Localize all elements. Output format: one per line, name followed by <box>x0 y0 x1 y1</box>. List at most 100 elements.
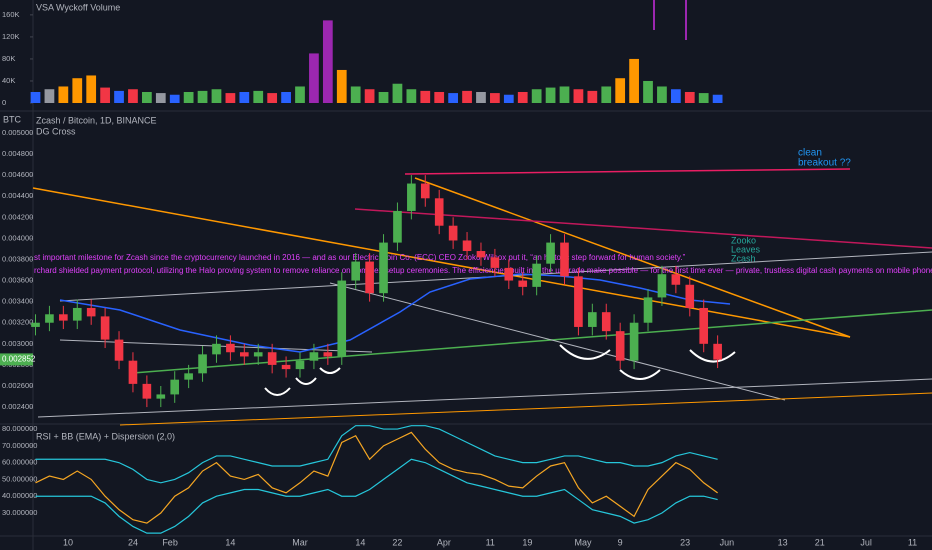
volume-bar <box>448 93 458 104</box>
y-tick-label: 50.000000 <box>2 474 37 483</box>
y-tick-label: 80.000000 <box>2 424 37 433</box>
x-tick-label: Apr <box>437 537 451 547</box>
annotation: Zcash <box>731 253 756 263</box>
x-tick-label: 14 <box>225 537 235 547</box>
volume-bar <box>503 94 514 104</box>
volume-bar <box>155 93 166 104</box>
volume-bar <box>350 86 361 104</box>
trend-line <box>404 168 851 175</box>
price-title: Zcash / Bitcoin, 1D, BINANCE <box>36 115 157 125</box>
candle-body <box>601 312 611 332</box>
volume-bar <box>698 93 709 104</box>
trend-line <box>329 282 786 401</box>
volume-bar <box>434 91 445 104</box>
y-tick-label: 80K <box>2 54 15 63</box>
volume-bar <box>197 90 208 104</box>
candle-body <box>685 284 695 308</box>
y-tick-label: 30.000000 <box>2 508 37 517</box>
x-tick-label: 11 <box>486 537 495 547</box>
candle-body <box>226 343 235 353</box>
candle-body <box>546 242 555 264</box>
volume-bar <box>490 93 500 104</box>
x-tick-label: 19 <box>522 537 532 547</box>
y-tick-label: 70.000000 <box>2 441 37 450</box>
rsi-line <box>35 431 718 524</box>
axis-unit: BTC <box>3 114 22 124</box>
volume-bar <box>239 91 250 104</box>
y-tick-label: 60.000000 <box>2 458 37 467</box>
x-tick-label: Feb <box>162 537 178 547</box>
candle-body <box>128 360 138 384</box>
candle-body <box>629 322 639 361</box>
annotation: Leaves <box>731 244 761 254</box>
volume-bar <box>58 86 69 104</box>
x-tick-label: 22 <box>392 537 402 547</box>
y-tick-label: 0.002400 <box>2 402 33 411</box>
volume-bar <box>406 89 417 104</box>
candle-body <box>72 307 82 321</box>
news-text: st important milestone for Zcash since t… <box>34 253 686 262</box>
price-tag-label: 0.002852 <box>2 355 36 364</box>
trend-line <box>32 187 851 338</box>
y-tick-label: 0.003000 <box>2 339 33 348</box>
x-tick-label: 21 <box>815 537 825 547</box>
candle-body <box>59 314 68 321</box>
candle-body <box>295 360 305 370</box>
x-tick-label: Jun <box>720 537 735 547</box>
candle-body <box>267 352 277 365</box>
candle-body <box>170 379 180 395</box>
price-tag <box>0 353 33 366</box>
y-tick-label: 0.004000 <box>2 233 33 242</box>
volume-bar <box>670 89 681 104</box>
volume-bar <box>169 94 180 104</box>
trend-line <box>414 177 851 338</box>
x-tick-label: Jul <box>860 537 872 547</box>
candle-body <box>393 210 402 243</box>
volume-bar <box>281 91 291 104</box>
volume-bar <box>643 80 653 104</box>
x-tick-label: 13 <box>778 537 788 547</box>
x-tick-label: 11 <box>908 537 917 547</box>
candle-body <box>114 339 124 361</box>
volume-bar <box>267 93 278 104</box>
candle-body <box>31 322 40 327</box>
volume-bar <box>573 89 584 104</box>
volume-bar <box>183 91 194 104</box>
volume-bar <box>322 20 333 104</box>
y-tick-label: 40.000000 <box>2 491 37 500</box>
volume-bar <box>420 90 431 104</box>
y-tick-label: 0 <box>2 98 6 107</box>
volume-bar <box>378 91 389 104</box>
volume-bar <box>295 86 305 104</box>
candle-body <box>699 307 709 344</box>
x-tick-label: 14 <box>355 537 365 547</box>
volume-bar <box>114 90 124 104</box>
candle-body <box>379 242 388 294</box>
candle-body <box>434 198 444 226</box>
candle-body <box>504 267 514 281</box>
y-tick-label: 160K <box>2 10 20 19</box>
volume-bar <box>657 86 667 104</box>
volume-bar <box>100 87 110 104</box>
news-text: rchard shielded payment protocol, utiliz… <box>34 266 932 275</box>
volume-bar <box>462 90 472 104</box>
candle-body <box>337 280 347 357</box>
candle-body <box>351 261 360 281</box>
candle-body <box>560 242 569 277</box>
candle-body <box>240 352 249 357</box>
pattern-arcs <box>264 344 736 396</box>
volume-bar <box>587 90 598 104</box>
candle-body <box>281 364 291 370</box>
y-tick-label: 0.004800 <box>2 149 33 158</box>
volume-title: VSA Wyckoff Volume <box>36 2 120 12</box>
y-tick-label: 0.004400 <box>2 191 33 200</box>
candle-body <box>184 373 193 380</box>
x-tick-label: 10 <box>63 537 73 547</box>
x-tick-label: May <box>575 537 593 547</box>
candle-body <box>86 307 96 317</box>
candle-body <box>448 225 458 241</box>
volume-bar <box>559 86 570 104</box>
volume-bar <box>225 93 236 104</box>
y-tick-label: 0.002600 <box>2 381 33 390</box>
